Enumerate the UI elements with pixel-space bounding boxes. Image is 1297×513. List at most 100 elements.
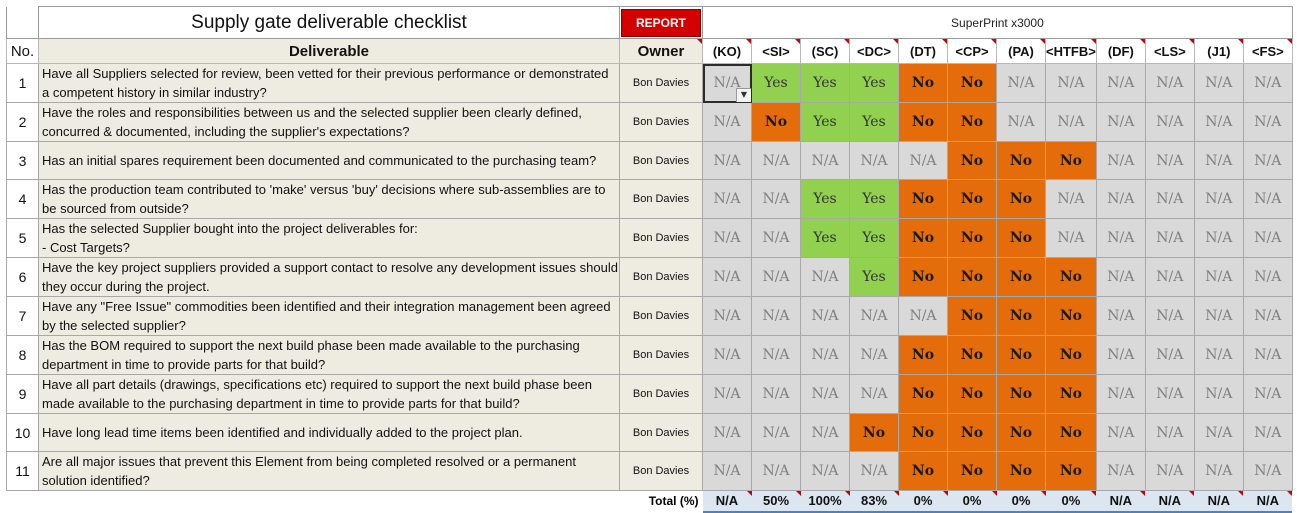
status-cell[interactable]: N/A — [800, 257, 850, 297]
status-cell[interactable]: N/A — [1144, 102, 1195, 142]
status-cell[interactable]: No — [898, 102, 948, 142]
status-cell[interactable]: N/A — [898, 141, 948, 180]
status-cell[interactable]: No — [947, 102, 997, 142]
status-cell[interactable]: N/A — [1193, 141, 1244, 180]
status-cell[interactable]: No — [898, 335, 948, 375]
deliverable-text[interactable]: Have all Suppliers selected for review, … — [38, 63, 620, 103]
status-cell[interactable]: No — [751, 102, 801, 142]
status-cell[interactable]: N/A — [751, 257, 801, 297]
status-cell[interactable]: N/A — [1095, 451, 1146, 491]
status-cell[interactable]: N/A — [1144, 63, 1195, 103]
status-cell[interactable]: N/A — [1095, 374, 1146, 414]
status-cell[interactable]: N/A — [702, 141, 752, 180]
owner-cell[interactable]: Bon Davies — [619, 413, 703, 452]
dropdown-arrow-icon[interactable]: ▼ — [736, 88, 751, 102]
status-cell[interactable]: N/A — [1193, 374, 1244, 414]
status-cell[interactable]: No — [1045, 296, 1097, 336]
deliverable-text[interactable]: Have long lead time items been identifie… — [38, 413, 620, 452]
status-cell[interactable]: No — [996, 374, 1046, 414]
status-cell[interactable]: Yes — [751, 63, 801, 103]
status-cell[interactable]: N/A — [1144, 179, 1195, 219]
status-cell[interactable]: N/A — [1144, 413, 1195, 452]
status-cell[interactable]: N/A — [1242, 218, 1293, 258]
status-cell[interactable]: N/A — [1095, 218, 1146, 258]
status-cell[interactable]: No — [1045, 374, 1097, 414]
status-cell[interactable]: N/A — [1095, 296, 1146, 336]
status-cell[interactable]: No — [947, 374, 997, 414]
status-cell[interactable]: N/A — [1144, 451, 1195, 491]
status-cell[interactable]: N/A — [849, 141, 899, 180]
status-cell[interactable]: N/A — [751, 451, 801, 491]
status-cell[interactable]: N/A — [751, 335, 801, 375]
status-cell[interactable]: No — [947, 451, 997, 491]
status-cell[interactable]: N/A — [849, 451, 899, 491]
status-cell[interactable]: No — [898, 218, 948, 258]
status-cell[interactable]: No — [947, 257, 997, 297]
status-cell[interactable]: N/A — [1193, 335, 1244, 375]
owner-cell[interactable]: Bon Davies — [619, 296, 703, 336]
status-cell[interactable]: Yes — [849, 179, 899, 219]
owner-cell[interactable]: Bon Davies — [619, 63, 703, 103]
status-cell[interactable]: N/A — [1095, 179, 1146, 219]
status-cell[interactable]: N/A — [1242, 179, 1293, 219]
owner-cell[interactable]: Bon Davies — [619, 102, 703, 142]
owner-cell[interactable]: Bon Davies — [619, 141, 703, 180]
status-cell[interactable]: N/A — [1242, 413, 1293, 452]
status-cell[interactable]: N/A — [1193, 451, 1244, 491]
status-cell[interactable]: No — [849, 413, 899, 452]
status-cell[interactable]: N/A — [1045, 102, 1097, 142]
status-cell[interactable]: N/A — [1242, 102, 1293, 142]
deliverable-text[interactable]: Have the key project suppliers provided … — [38, 257, 620, 297]
status-cell[interactable]: N/A — [849, 374, 899, 414]
status-cell[interactable]: N/A — [1095, 102, 1146, 142]
status-cell[interactable]: N/A — [702, 374, 752, 414]
deliverable-text[interactable]: Have any "Free Issue" commodities been i… — [38, 296, 620, 336]
status-cell[interactable]: N/A — [1193, 179, 1244, 219]
status-cell[interactable]: N/A — [1144, 257, 1195, 297]
status-cell[interactable]: N/A — [1045, 63, 1097, 103]
status-cell[interactable]: N/A — [1045, 179, 1097, 219]
status-cell[interactable]: N/A — [800, 141, 850, 180]
status-cell[interactable]: No — [947, 63, 997, 103]
status-cell[interactable]: N/A — [1144, 296, 1195, 336]
status-cell[interactable]: No — [898, 63, 948, 103]
status-cell[interactable]: No — [996, 296, 1046, 336]
status-cell[interactable]: No — [898, 374, 948, 414]
owner-cell[interactable]: Bon Davies — [619, 335, 703, 375]
status-cell[interactable]: N/A — [849, 296, 899, 336]
status-cell[interactable]: N/A — [1144, 374, 1195, 414]
status-cell[interactable]: No — [947, 141, 997, 180]
deliverable-text[interactable]: Have the roles and responsibilities betw… — [38, 102, 620, 142]
deliverable-text[interactable]: Has the production team contributed to '… — [38, 179, 620, 219]
status-cell[interactable]: N/A — [702, 179, 752, 219]
status-cell[interactable]: Yes — [800, 63, 850, 103]
status-cell[interactable]: N/A — [702, 102, 752, 142]
status-cell[interactable]: N/A — [702, 218, 752, 258]
status-cell[interactable]: N/A — [800, 335, 850, 375]
status-cell[interactable]: Yes — [800, 179, 850, 219]
status-cell[interactable]: No — [898, 451, 948, 491]
status-cell[interactable]: No — [1045, 335, 1097, 375]
status-cell[interactable]: N/A — [751, 374, 801, 414]
corner-cell[interactable] — [6, 6, 39, 39]
status-cell[interactable]: Yes — [849, 257, 899, 297]
status-cell[interactable]: N/A — [996, 63, 1046, 103]
status-cell[interactable]: Yes — [849, 63, 899, 103]
status-cell[interactable]: No — [947, 296, 997, 336]
status-cell[interactable]: N/A — [800, 413, 850, 452]
status-cell[interactable]: N/A — [849, 335, 899, 375]
status-cell[interactable]: N/A — [800, 374, 850, 414]
status-cell[interactable]: N/A — [1193, 218, 1244, 258]
status-cell[interactable]: N/A — [1193, 296, 1244, 336]
status-cell[interactable]: N/A — [1242, 141, 1293, 180]
status-cell[interactable]: No — [898, 179, 948, 219]
status-cell[interactable]: No — [996, 451, 1046, 491]
status-cell[interactable]: N/A — [996, 102, 1046, 142]
status-cell[interactable]: No — [898, 413, 948, 452]
status-cell[interactable]: No — [1045, 257, 1097, 297]
status-cell[interactable]: N/A — [1193, 257, 1244, 297]
status-cell[interactable]: N/A — [1045, 218, 1097, 258]
status-cell[interactable]: No — [947, 413, 997, 452]
owner-cell[interactable]: Bon Davies — [619, 179, 703, 219]
owner-cell[interactable]: Bon Davies — [619, 257, 703, 297]
